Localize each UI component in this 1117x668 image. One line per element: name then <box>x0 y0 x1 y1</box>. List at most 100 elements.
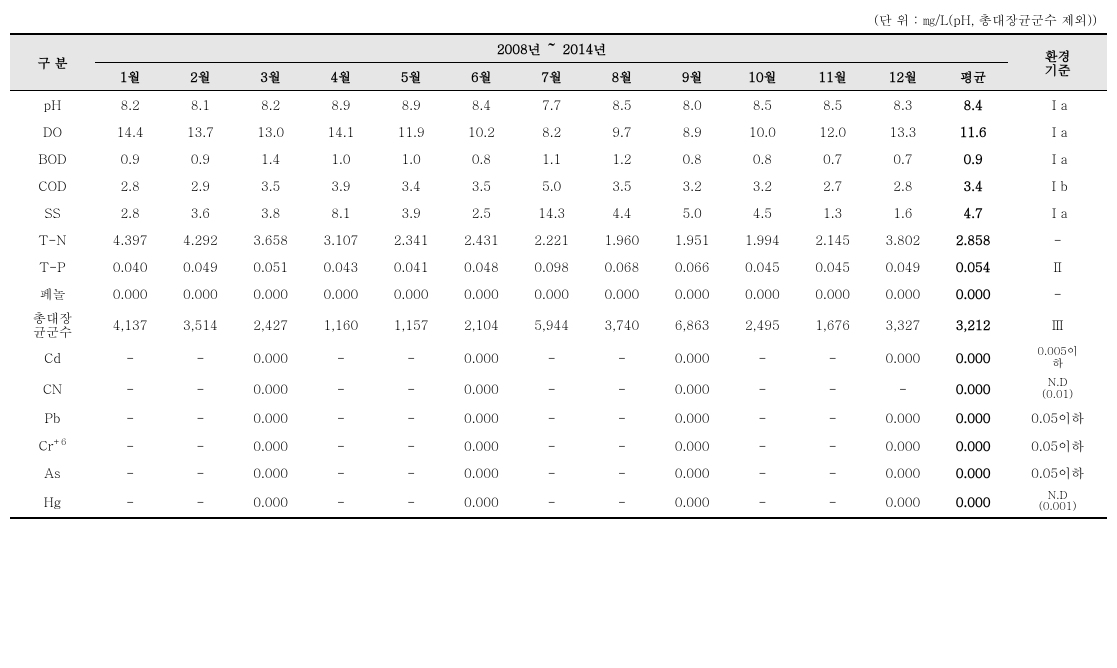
avg-cell: 0.000 <box>938 342 1008 373</box>
data-cell: 0.041 <box>376 253 446 280</box>
env-std-cell: - <box>1008 280 1107 307</box>
data-cell: 0.000 <box>868 404 938 431</box>
data-cell: - <box>587 373 657 404</box>
data-cell: 8.3 <box>868 91 938 119</box>
data-cell: 1.951 <box>657 226 727 253</box>
data-cell: - <box>376 342 446 373</box>
data-cell: 11.9 <box>376 118 446 145</box>
data-cell: 3.5 <box>587 172 657 199</box>
data-cell: 0.098 <box>517 253 587 280</box>
row-label: Cd <box>10 342 95 373</box>
data-cell: 0.000 <box>446 373 516 404</box>
env-std-cell: Ⅰa <box>1008 91 1107 119</box>
data-cell: - <box>306 373 376 404</box>
data-cell: 0.051 <box>236 253 306 280</box>
data-cell: 3.4 <box>376 172 446 199</box>
data-cell: 1,157 <box>376 307 446 342</box>
data-table: 구 분 2008년 ～ 2014년 환경기준 1월2월3월4월5월6월7월8월9… <box>10 33 1107 519</box>
header-month: 6월 <box>446 63 516 91</box>
data-cell: 3.5 <box>236 172 306 199</box>
data-cell: 3.107 <box>306 226 376 253</box>
data-cell: 1.0 <box>306 145 376 172</box>
env-std-cell: N.D(0.001) <box>1008 486 1107 518</box>
data-cell: 0.000 <box>868 280 938 307</box>
row-label: Hg <box>10 486 95 518</box>
data-cell: 1,160 <box>306 307 376 342</box>
data-cell: 3.6 <box>165 199 235 226</box>
table-row: As--0.000--0.000--0.000--0.0000.0000.05이… <box>10 459 1107 486</box>
data-cell: - <box>587 342 657 373</box>
table-row: Hg--0.000--0.000--0.000--0.0000.000N.D(0… <box>10 486 1107 518</box>
env-std-cell: Ⅲ <box>1008 307 1107 342</box>
data-cell: 2.8 <box>868 172 938 199</box>
data-cell: 1.960 <box>587 226 657 253</box>
data-cell: 13.7 <box>165 118 235 145</box>
data-cell: 0.049 <box>868 253 938 280</box>
row-label: T-N <box>10 226 95 253</box>
data-cell: 0.045 <box>798 253 868 280</box>
table-row: T-N4.3974.2923.6583.1072.3412.4312.2211.… <box>10 226 1107 253</box>
data-cell: 8.1 <box>306 199 376 226</box>
data-cell: 8.9 <box>657 118 727 145</box>
data-cell: - <box>95 342 165 373</box>
data-cell: 2.341 <box>376 226 446 253</box>
data-cell: - <box>95 431 165 458</box>
env-std-cell: - <box>1008 226 1107 253</box>
row-label: 페놀 <box>10 280 95 307</box>
data-cell: - <box>376 486 446 518</box>
data-cell: 3,514 <box>165 307 235 342</box>
data-cell: 2.9 <box>165 172 235 199</box>
avg-cell: 0.000 <box>938 404 1008 431</box>
table-container: (단 위 : ㎎/L(pH, 총대장균군수 제외)) 구 분 2008년 ～ 2… <box>10 10 1107 519</box>
header-month: 1월 <box>95 63 165 91</box>
data-cell: - <box>376 459 446 486</box>
data-cell: 0.000 <box>657 373 727 404</box>
data-cell: - <box>95 404 165 431</box>
data-cell: 0.000 <box>868 486 938 518</box>
row-label: As <box>10 459 95 486</box>
data-cell: 10.0 <box>727 118 797 145</box>
avg-cell: 0.000 <box>938 373 1008 404</box>
data-cell: 0.000 <box>868 459 938 486</box>
data-cell: 9.7 <box>587 118 657 145</box>
data-cell: 0.9 <box>95 145 165 172</box>
row-label: COD <box>10 172 95 199</box>
data-cell: - <box>376 431 446 458</box>
avg-cell: 0.000 <box>938 431 1008 458</box>
table-header: 구 분 2008년 ～ 2014년 환경기준 1월2월3월4월5월6월7월8월9… <box>10 34 1107 91</box>
data-cell: 3.2 <box>657 172 727 199</box>
env-std-cell: 0.05이하 <box>1008 459 1107 486</box>
data-cell: 3.8 <box>236 199 306 226</box>
data-cell: - <box>376 373 446 404</box>
data-cell: 6,863 <box>657 307 727 342</box>
table-row: Pb--0.000--0.000--0.000--0.0000.0000.05이… <box>10 404 1107 431</box>
avg-cell: 2.858 <box>938 226 1008 253</box>
header-month: 5월 <box>376 63 446 91</box>
data-cell: - <box>306 431 376 458</box>
data-cell: 0.000 <box>657 280 727 307</box>
avg-cell: 3.4 <box>938 172 1008 199</box>
header-month: 2월 <box>165 63 235 91</box>
data-cell: - <box>798 404 868 431</box>
data-cell: - <box>306 486 376 518</box>
table-row: pH8.28.18.28.98.98.47.78.58.08.58.58.38.… <box>10 91 1107 119</box>
data-cell: 0.049 <box>165 253 235 280</box>
avg-cell: 3,212 <box>938 307 1008 342</box>
table-row: SS2.83.63.88.13.92.514.34.45.04.51.31.64… <box>10 199 1107 226</box>
row-label: CN <box>10 373 95 404</box>
data-cell: 0.000 <box>376 280 446 307</box>
data-cell: 8.2 <box>95 91 165 119</box>
row-label: Cr+6 <box>10 431 95 458</box>
header-month: 11월 <box>798 63 868 91</box>
data-cell: 0.8 <box>727 145 797 172</box>
data-cell: 8.4 <box>446 91 516 119</box>
data-cell: 0.8 <box>446 145 516 172</box>
data-cell: 8.9 <box>376 91 446 119</box>
header-month: 3월 <box>236 63 306 91</box>
row-label: 총대장균군수 <box>10 307 95 342</box>
data-cell: - <box>727 486 797 518</box>
data-cell: 0.9 <box>165 145 235 172</box>
data-cell: - <box>165 404 235 431</box>
data-cell: 5.0 <box>517 172 587 199</box>
data-cell: - <box>587 486 657 518</box>
